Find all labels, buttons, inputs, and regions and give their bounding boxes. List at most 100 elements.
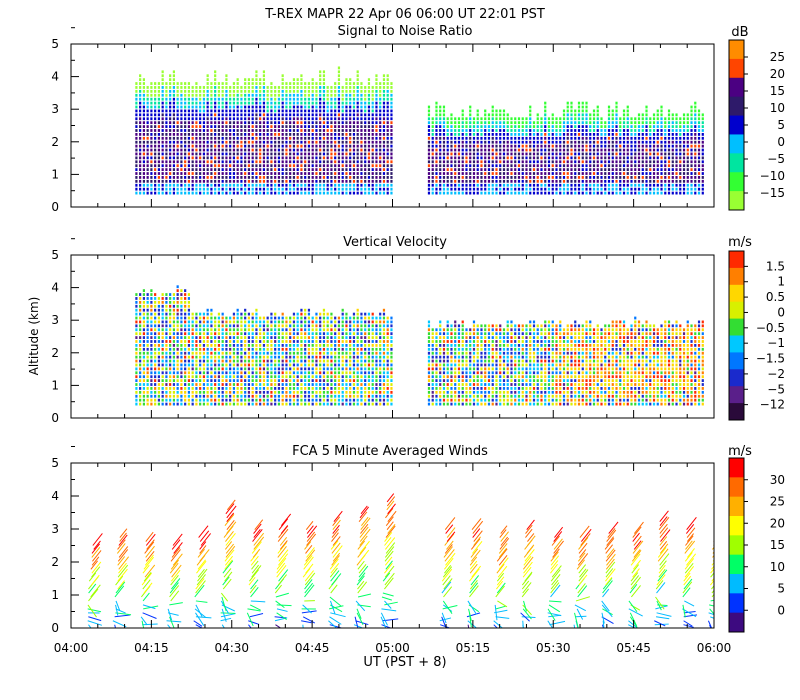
vv-cell (304, 340, 307, 343)
snr-cell (656, 109, 659, 113)
snr-cell (577, 125, 581, 128)
snr-cell (135, 93, 138, 97)
snr-cell (199, 129, 202, 132)
snr-cell (656, 168, 659, 172)
snr-cell (180, 148, 183, 152)
snr-cell (551, 183, 554, 187)
vv-cell (195, 387, 198, 390)
snr-cell (446, 156, 449, 160)
snr-cell (337, 121, 341, 125)
snr-cell (259, 144, 262, 148)
vv-cell (161, 308, 164, 312)
snr-cell (277, 160, 281, 164)
snr-cell (476, 160, 479, 164)
snr-cell (217, 97, 221, 101)
snr-cell (469, 125, 472, 128)
snr-cell (202, 140, 206, 144)
vv-cell (169, 332, 172, 336)
snr-cell (270, 121, 273, 125)
snr-cell (431, 125, 434, 128)
snr-cell (694, 179, 697, 183)
snr-cell (664, 140, 667, 144)
snr-cell (334, 179, 337, 183)
vv-cell (236, 343, 239, 347)
snr-cell (446, 132, 449, 136)
snr-cell (592, 176, 596, 179)
snr-cell (229, 89, 232, 93)
vv-cell (292, 336, 296, 339)
snr-cell (581, 121, 584, 125)
snr-cell (634, 136, 637, 140)
snr-cell (559, 176, 562, 179)
vv-cell (236, 332, 239, 336)
vv-cell (161, 324, 164, 328)
snr-cell (165, 132, 168, 136)
snr-cell (446, 140, 449, 144)
snr-cell (139, 179, 142, 183)
snr-cell (637, 136, 641, 140)
snr-cell (671, 187, 674, 191)
snr-cell (146, 109, 149, 113)
snr-cell (142, 109, 146, 113)
snr-cell (289, 93, 292, 97)
snr-cell (135, 109, 138, 113)
snr-cell (225, 140, 228, 144)
snr-cell (469, 179, 472, 183)
snr-cell (630, 176, 633, 179)
snr-cell (154, 156, 157, 160)
snr-cell (502, 172, 506, 175)
snr-cell (506, 168, 509, 172)
vv-cell (169, 398, 172, 402)
vv-cell (292, 402, 296, 406)
vv-cell (199, 351, 202, 355)
snr-cell (169, 93, 172, 97)
snr-cell (191, 101, 194, 105)
snr-cell (577, 129, 581, 132)
snr-cell (157, 117, 161, 121)
snr-cell (176, 129, 179, 132)
snr-cell (382, 136, 386, 140)
snr-cell (157, 97, 161, 101)
snr-cell (510, 168, 513, 172)
vv-cell (176, 371, 179, 375)
vv-cell (274, 340, 277, 343)
snr-cell (315, 86, 318, 89)
snr-cell (664, 132, 667, 136)
snr-cell (184, 187, 187, 191)
snr-cell (469, 117, 472, 121)
snr-cell (352, 121, 356, 125)
snr-cell (172, 86, 176, 89)
snr-cell (510, 187, 513, 191)
snr-cell (356, 176, 359, 179)
snr-cell (386, 129, 389, 132)
snr-cell (480, 148, 483, 152)
snr-cell (176, 125, 179, 128)
snr-cell (195, 113, 198, 117)
snr-cell (229, 140, 232, 144)
snr-cell (461, 136, 464, 140)
vv-cell (135, 355, 138, 359)
snr-cell (322, 121, 326, 125)
snr-cell (607, 152, 611, 156)
snr-cell (574, 148, 577, 152)
snr-cell (694, 172, 697, 175)
vv-cell (187, 304, 191, 308)
snr-cell (281, 105, 284, 109)
snr-cell (247, 187, 251, 191)
snr-cell (626, 164, 629, 168)
snr-cell (146, 93, 149, 97)
vv-cell (262, 328, 266, 332)
snr-cell (240, 117, 243, 121)
snr-cell (574, 121, 577, 125)
vv-cell (142, 336, 146, 339)
snr-cell (454, 176, 457, 179)
snr-cell (251, 168, 254, 172)
snr-cell (349, 168, 352, 172)
snr-cell (442, 117, 446, 121)
vv-cell (285, 383, 288, 386)
snr-cell (679, 176, 682, 179)
vv-cell (225, 351, 228, 355)
vv-cell (281, 363, 284, 367)
snr-cell (142, 113, 146, 117)
vv-cell (232, 351, 236, 355)
